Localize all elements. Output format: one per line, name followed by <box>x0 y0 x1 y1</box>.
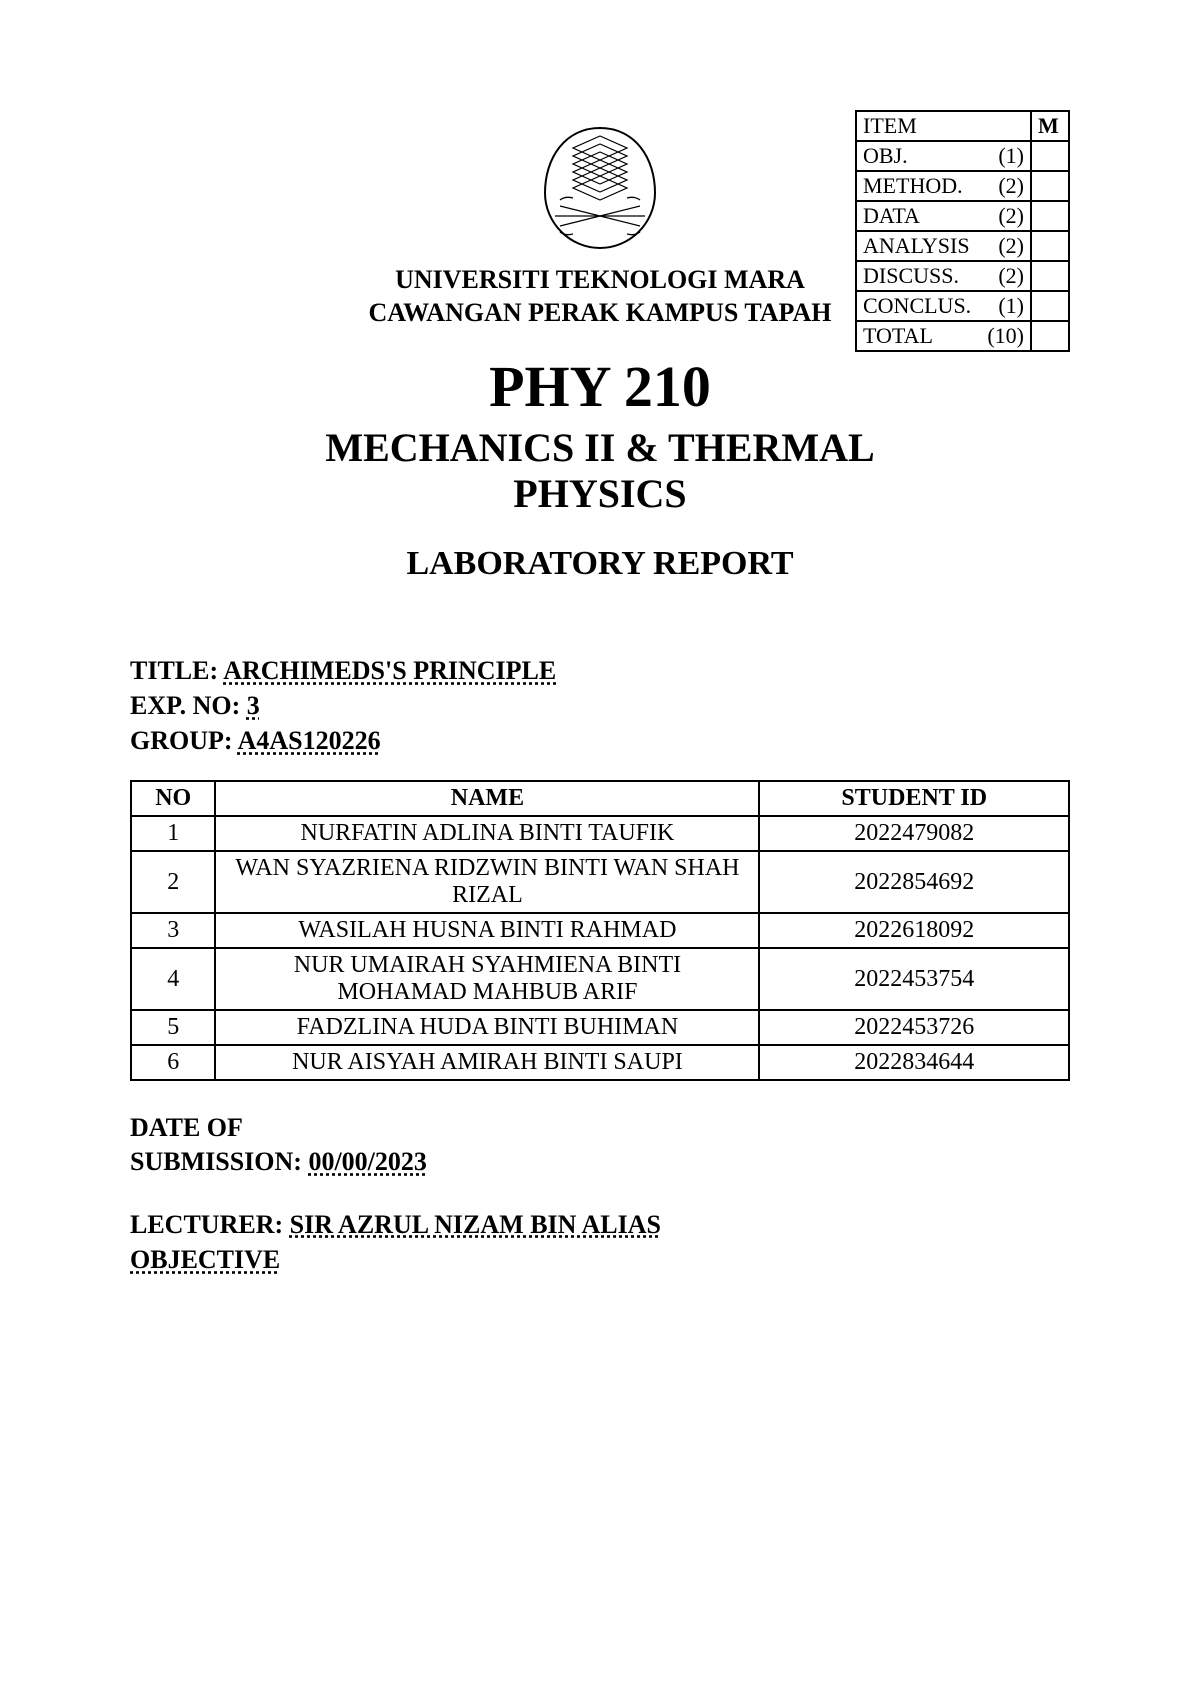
rubric-points: (1) <box>998 293 1024 319</box>
students-table: NO NAME STUDENT ID 1NURFATIN ADLINA BINT… <box>130 780 1070 1081</box>
rubric-label: DATA <box>863 203 920 228</box>
student-name: WAN SYAZRIENA RIDZWIN BINTI WAN SHAH RIZ… <box>215 851 759 913</box>
submission-label-line-1: DATE OF <box>130 1111 1070 1145</box>
rubric-points: (1) <box>998 143 1024 169</box>
lecturer-label: LECTURER: <box>130 1210 290 1239</box>
submission-label-line-2: SUBMISSION: <box>130 1147 308 1176</box>
submission-line-2: SUBMISSION: 00/00/2023 <box>130 1145 1070 1179</box>
exp-line: EXP. NO: 3 <box>130 688 1070 723</box>
submission-block: DATE OF SUBMISSION: 00/00/2023 <box>130 1111 1070 1179</box>
rubric-row: DISCUSS. (2) <box>856 261 1031 291</box>
rubric-row: METHOD. (2) <box>856 171 1031 201</box>
student-no: 3 <box>131 913 215 948</box>
rubric-total-label: TOTAL <box>863 323 933 348</box>
student-row: 2WAN SYAZRIENA RIDZWIN BINTI WAN SHAH RI… <box>131 851 1069 913</box>
rubric-mark-cell <box>1031 261 1069 291</box>
rubric-label: DISCUSS. <box>863 263 959 288</box>
student-row: 4NUR UMAIRAH SYAHMIENA BINTI MOHAMAD MAH… <box>131 948 1069 1010</box>
student-id: 2022834644 <box>759 1045 1069 1080</box>
student-id: 2022479082 <box>759 816 1069 851</box>
student-no: 2 <box>131 851 215 913</box>
lecturer-block: LECTURER: SIR AZRUL NIZAM BIN ALIAS OBJE… <box>130 1207 1070 1277</box>
university-line-2: CAWANGAN PERAK KAMPUS TAPAH <box>369 297 832 330</box>
rubric-mark-cell <box>1031 231 1069 261</box>
rubric-mark-cell <box>1031 171 1069 201</box>
student-name: WASILAH HUSNA BINTI RAHMAD <box>215 913 759 948</box>
course-code: PHY 210 <box>130 355 1070 419</box>
logo-block: UNIVERSITI TEKNOLOGI MARA CAWANGAN PERAK… <box>369 118 832 329</box>
submission-value: 00/00/2023 <box>308 1147 426 1176</box>
student-name: NUR AISYAH AMIRAH BINTI SAUPI <box>215 1045 759 1080</box>
student-row: 3WASILAH HUSNA BINTI RAHMAD2022618092 <box>131 913 1069 948</box>
student-no: 4 <box>131 948 215 1010</box>
group-line: GROUP: A4AS120226 <box>130 723 1070 758</box>
rubric-label: ANALYSIS <box>863 233 970 258</box>
student-name: NUR UMAIRAH SYAHMIENA BINTI MOHAMAD MAHB… <box>215 948 759 1010</box>
title-line: TITLE: ARCHIMEDS'S PRINCIPLE <box>130 653 1070 688</box>
rubric-row: OBJ. (1) <box>856 141 1031 171</box>
student-name: NURFATIN ADLINA BINTI TAUFIK <box>215 816 759 851</box>
lecturer-value: SIR AZRUL NIZAM BIN ALIAS <box>290 1210 661 1239</box>
course-name-line-2: PHYSICS <box>130 471 1070 517</box>
meta-block: TITLE: ARCHIMEDS'S PRINCIPLE EXP. NO: 3 … <box>130 653 1070 758</box>
students-header-name: NAME <box>215 781 759 816</box>
student-no: 5 <box>131 1010 215 1045</box>
student-id: 2022453754 <box>759 948 1069 1010</box>
rubric-header-m: M <box>1031 111 1069 141</box>
course-block: PHY 210 MECHANICS II & THERMAL PHYSICS L… <box>130 355 1070 583</box>
course-name-line-1: MECHANICS II & THERMAL <box>130 425 1070 471</box>
student-no: 1 <box>131 816 215 851</box>
title-label: TITLE: <box>130 656 223 685</box>
header-row: UNIVERSITI TEKNOLOGI MARA CAWANGAN PERAK… <box>130 110 1070 329</box>
rubric-mark-cell <box>1031 141 1069 171</box>
rubric-label: CONCLUS. <box>863 293 971 318</box>
students-header-no: NO <box>131 781 215 816</box>
rubric-header-item: ITEM <box>856 111 1031 141</box>
student-id: 2022618092 <box>759 913 1069 948</box>
uitm-logo-icon <box>525 118 675 258</box>
rubric-points: (2) <box>998 173 1024 199</box>
rubric-row: DATA (2) <box>856 201 1031 231</box>
student-id: 2022854692 <box>759 851 1069 913</box>
rubric-row: ANALYSIS (2) <box>856 231 1031 261</box>
rubric-points: (2) <box>998 203 1024 229</box>
student-row: 5FADZLINA HUDA BINTI BUHIMAN2022453726 <box>131 1010 1069 1045</box>
rubric-mark-cell <box>1031 201 1069 231</box>
students-header-sid: STUDENT ID <box>759 781 1069 816</box>
rubric-points: (2) <box>998 263 1024 289</box>
group-value: A4AS120226 <box>238 726 381 755</box>
rubric-points: (2) <box>998 233 1024 259</box>
student-id: 2022453726 <box>759 1010 1069 1045</box>
student-name: FADZLINA HUDA BINTI BUHIMAN <box>215 1010 759 1045</box>
student-row: 6NUR AISYAH AMIRAH BINTI SAUPI2022834644 <box>131 1045 1069 1080</box>
rubric-total-points: (10) <box>987 323 1024 349</box>
rubric-total-mark-cell <box>1031 321 1069 351</box>
title-value: ARCHIMEDS'S PRINCIPLE <box>223 656 556 685</box>
objective-heading: OBJECTIVE <box>130 1242 1070 1277</box>
rubric-label: OBJ. <box>863 143 908 168</box>
report-label: LABORATORY REPORT <box>130 545 1070 583</box>
rubric-mark-cell <box>1031 291 1069 321</box>
lecturer-line: LECTURER: SIR AZRUL NIZAM BIN ALIAS <box>130 1207 1070 1242</box>
student-no: 6 <box>131 1045 215 1080</box>
university-line-1: UNIVERSITI TEKNOLOGI MARA <box>369 264 832 297</box>
exp-label: EXP. NO: <box>130 691 247 720</box>
student-row: 1NURFATIN ADLINA BINTI TAUFIK2022479082 <box>131 816 1069 851</box>
group-label: GROUP: <box>130 726 238 755</box>
rubric-label: METHOD. <box>863 173 963 198</box>
grade-rubric-table: ITEM M OBJ. (1) METHOD. (2) DATA (2) ANALYS… <box>855 110 1070 352</box>
exp-value: 3 <box>247 691 260 720</box>
rubric-row: CONCLUS. (1) <box>856 291 1031 321</box>
rubric-total-row: TOTAL (10) <box>856 321 1031 351</box>
